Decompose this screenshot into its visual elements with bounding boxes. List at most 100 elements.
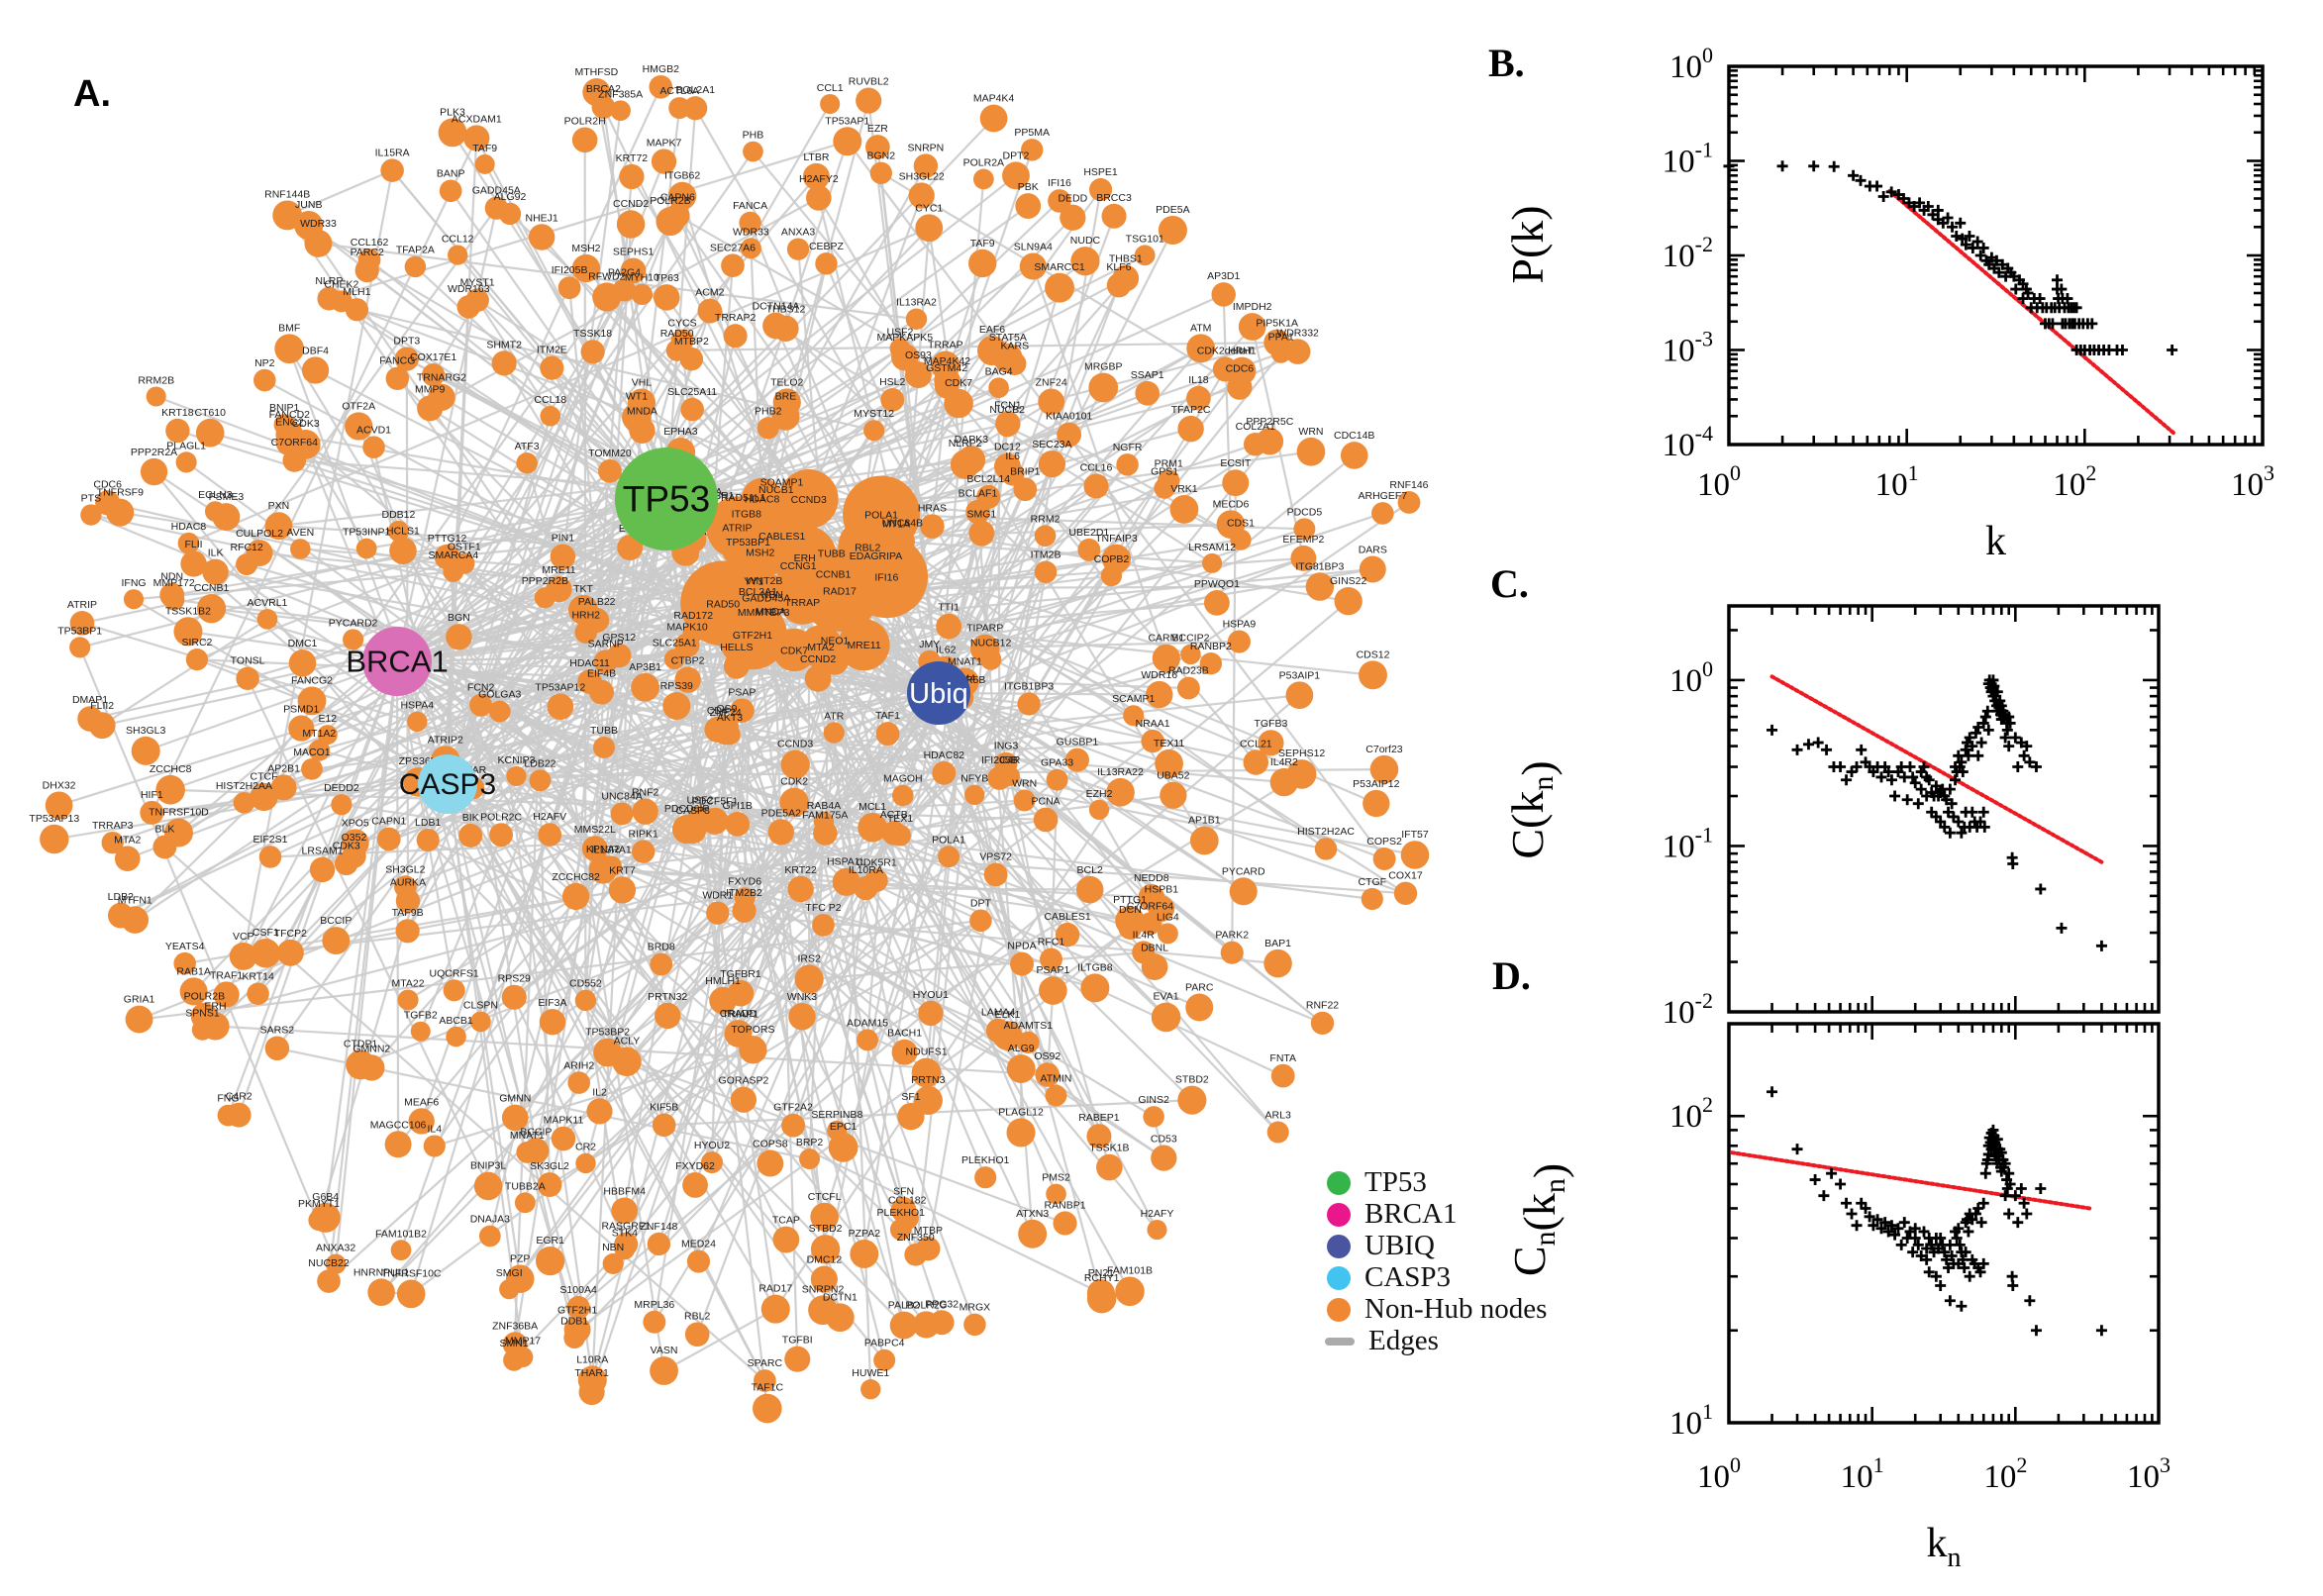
network-node — [1017, 692, 1041, 716]
scatter-point — [2007, 1279, 2019, 1291]
network-node — [407, 711, 428, 733]
legend-item-label: CASP3 — [1364, 1261, 1452, 1293]
network-node — [458, 823, 483, 848]
network-node — [1055, 922, 1080, 948]
network-node — [578, 1378, 605, 1406]
network-node — [913, 153, 939, 178]
network-node — [1270, 1063, 1295, 1088]
network-edge — [444, 759, 766, 1382]
network-node — [1088, 799, 1110, 820]
network-node-label: EIF4B — [587, 668, 616, 680]
network-node-label: S100A4 — [559, 1284, 597, 1296]
scatter-point — [2024, 756, 2036, 768]
network-node-label: ARL3 — [1265, 1110, 1291, 1122]
network-node — [1021, 139, 1044, 161]
network-node — [977, 336, 1007, 366]
network-node-label: NGFR — [1113, 442, 1143, 453]
network-node-label: DNAJA3 — [470, 1214, 510, 1226]
network-node-label: TSSK1B2 — [165, 605, 211, 617]
network-node-label: AURKA — [390, 877, 426, 889]
network-node-label: USF2 — [887, 326, 914, 338]
y-axis-label: C(kn) — [1502, 760, 1563, 858]
network-edge — [866, 772, 1303, 1042]
network-node — [1286, 759, 1317, 789]
network-node-label: CCL1 — [817, 82, 844, 94]
network-node-label: DPT2 — [1003, 150, 1030, 161]
network-node-label: PXN — [268, 500, 290, 512]
network-node — [905, 308, 928, 330]
network-node — [1359, 555, 1386, 583]
scatter-point — [1953, 749, 1965, 761]
network-node-label: NDUFS1 — [906, 1047, 948, 1058]
network-node-label: FAM101B — [1107, 1265, 1153, 1277]
scatter-point — [1767, 1086, 1778, 1098]
network-node-label: PIN1 — [552, 533, 575, 545]
network-node — [1033, 807, 1059, 833]
network-node — [1314, 838, 1338, 860]
scatter-point — [2012, 1217, 2024, 1229]
network-edge — [289, 433, 667, 501]
network-node-label: BCCIP — [320, 915, 352, 927]
network-node — [804, 665, 832, 692]
network-node-label: SARNP — [588, 638, 624, 649]
network-node-label: WDR16 — [1141, 669, 1177, 681]
network-node — [1243, 749, 1269, 775]
network-node — [506, 765, 527, 786]
scatter-point — [2015, 1183, 2027, 1195]
network-node-label: FANCD2 — [269, 409, 311, 421]
network-node-label: BGN — [448, 612, 470, 624]
network-node-label: EPHA3 — [663, 426, 698, 438]
network-node — [428, 383, 455, 411]
network-node — [757, 1149, 784, 1177]
scatter-point — [1877, 190, 1889, 202]
network-node — [566, 1295, 590, 1320]
network-node — [725, 811, 751, 837]
scatter-point — [1944, 1295, 1956, 1307]
network-node — [1083, 473, 1109, 499]
network-node-label: ZCCHC82 — [552, 871, 600, 883]
network-node — [233, 791, 255, 814]
network-node-label: CABLES1 — [1044, 911, 1090, 923]
scatter-point — [1885, 1220, 1897, 1232]
network-node-label: ALG92 — [494, 191, 527, 203]
network-node — [779, 787, 809, 817]
network-node-label: MACO1 — [293, 747, 331, 758]
network-node — [891, 784, 914, 807]
network-node — [721, 253, 745, 278]
network-node — [123, 589, 145, 610]
scatter-point — [2009, 732, 2021, 744]
network-node-label: STBD2 — [809, 1223, 843, 1235]
network-node-label: BIK — [462, 812, 479, 824]
network-node-label: STAT5A — [989, 332, 1027, 344]
legend-item-label: Non-Hub nodes — [1364, 1293, 1548, 1325]
network-node-label: CHEK2 — [324, 278, 358, 290]
network-node — [810, 1265, 838, 1293]
scatter-point — [1841, 774, 1853, 786]
network-node-label: MAPK7 — [647, 137, 682, 149]
network-node — [1123, 705, 1145, 727]
network-node-label: TEX11 — [1154, 738, 1184, 749]
network-node-label: ITGB62 — [664, 170, 700, 182]
x-tick-label: 101 — [1875, 460, 1919, 503]
network-node-label: TELO2 — [770, 376, 803, 388]
network-node — [1186, 385, 1211, 411]
network-node-label: COX17E1 — [410, 351, 456, 363]
scatter-point — [1930, 780, 1942, 792]
network-node-label: CCNG1 — [780, 560, 817, 572]
network-node-label: PDCF5F1 — [692, 796, 739, 808]
scatter-point — [2062, 293, 2073, 305]
network-node — [478, 1225, 501, 1247]
network-node-label: HMGB2 — [643, 63, 680, 75]
fit-line — [1769, 674, 2104, 864]
network-node-label: YEATS4 — [165, 941, 205, 952]
network-node — [301, 356, 330, 384]
network-node-label: TAF9 — [472, 143, 497, 154]
network-node-label: RFC1 — [1038, 937, 1065, 948]
network-node-label: TGFB3 — [1255, 718, 1288, 730]
network-node — [843, 475, 921, 553]
network-node-label: CCND3 — [791, 494, 827, 506]
scatter-point — [2004, 1178, 2016, 1190]
network-node-label: JMY — [919, 639, 940, 650]
network-node — [1220, 941, 1244, 964]
network-node-label: TUBB — [818, 548, 846, 559]
